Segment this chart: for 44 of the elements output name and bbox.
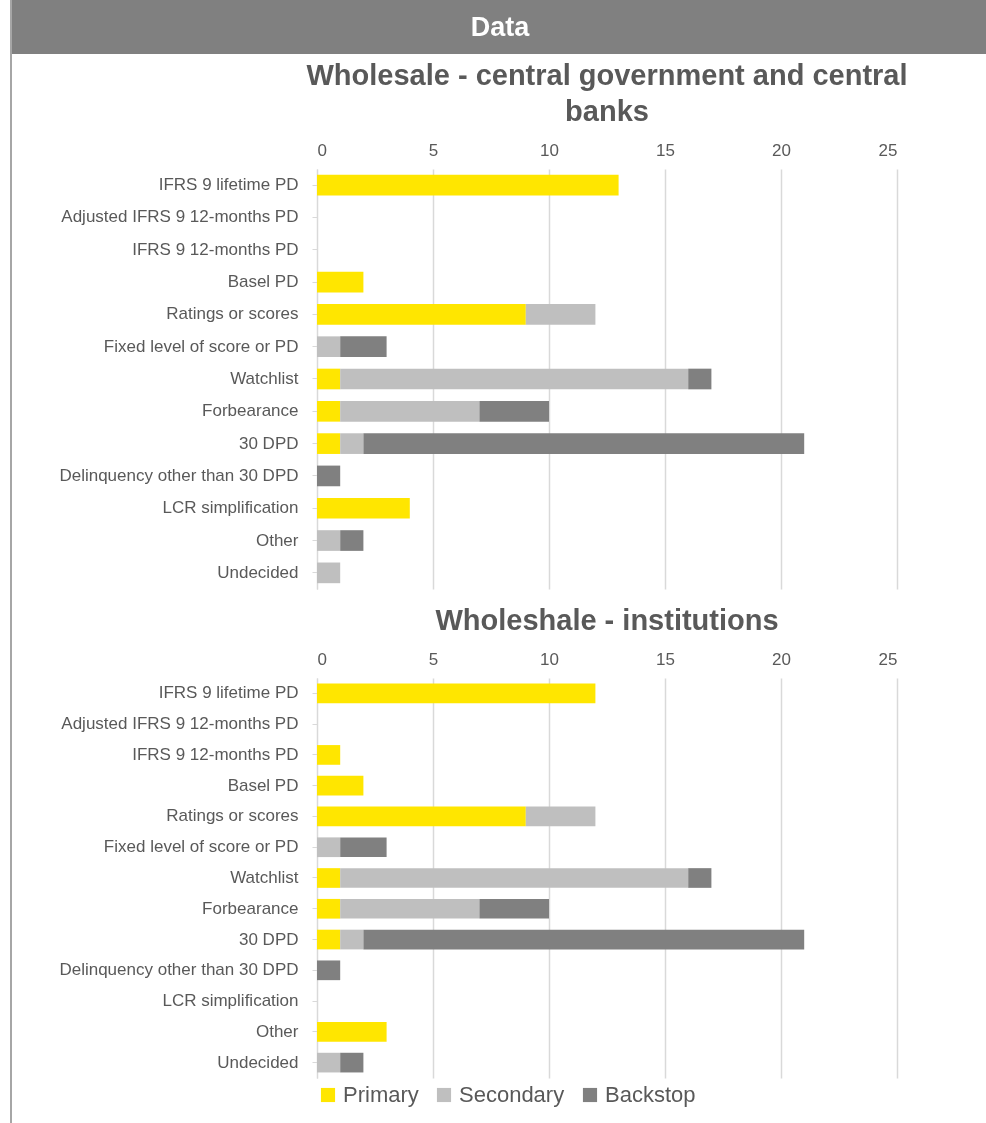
x-tick-label: 15	[656, 140, 675, 160]
legend-label: Secondary	[459, 1082, 565, 1107]
y-tick-label: Fixed level of score or PD	[103, 336, 299, 356]
x-tick-label: 5	[428, 649, 439, 669]
x-tick-label: 0	[317, 649, 327, 669]
x-tick-label: 20	[772, 649, 791, 669]
y-tick-label: Other	[255, 530, 299, 550]
y-tick-label: Basel PD	[227, 775, 299, 795]
chart-title: Wholesale - central government and central banks	[306, 59, 908, 127]
x-tick-label: 10	[540, 140, 559, 160]
y-tick-label: Other	[255, 1021, 299, 1041]
chart-title: Wholeshale - institutions	[435, 604, 779, 636]
text: Data	[12, 0, 986, 54]
legend-label: Primary	[343, 1082, 419, 1107]
y-tick-label: Forbearance	[202, 401, 299, 421]
y-tick-label: IFRS 9 lifetime PD	[158, 683, 299, 703]
y-tick-label: IFRS 9 lifetime PD	[158, 175, 299, 195]
y-tick-label: Undecided	[217, 1052, 299, 1072]
y-tick-label: Basel PD	[227, 272, 299, 292]
y-tick-label: Fixed level of score or PD	[103, 837, 299, 857]
y-tick-label: LCR simplification	[162, 991, 299, 1011]
x-tick-label: 15	[656, 649, 675, 669]
legend-label: Backstop	[605, 1082, 696, 1107]
y-tick-label: 30 DPD	[238, 433, 299, 453]
x-tick-label: 20	[772, 140, 791, 160]
y-tick-label: Adjusted IFRS 9 12-months PD	[61, 714, 299, 734]
y-tick-label: Delinquency other than 30 DPD	[59, 465, 299, 485]
y-tick-label: Ratings or scores	[166, 304, 299, 324]
x-tick-label: 0	[317, 140, 327, 160]
y-tick-label: Forbearance	[202, 898, 299, 918]
y-tick-label: Watchlist	[230, 868, 299, 887]
y-tick-label: Delinquency other than 30 DPD	[59, 960, 299, 980]
y-tick-label: 30 DPD	[238, 929, 299, 949]
y-tick-label: Adjusted IFRS 9 12-months PD	[61, 207, 299, 227]
y-tick-label: LCR simplification	[162, 498, 299, 518]
x-tick-label: 5	[428, 140, 439, 160]
y-tick-label: IFRS 9 12-months PD	[132, 239, 299, 259]
x-tick-label: 10	[540, 649, 559, 669]
y-tick-label: Undecided	[217, 562, 299, 582]
x-tick-label: 25	[878, 649, 898, 669]
y-tick-label: IFRS 9 12-months PD	[132, 744, 299, 764]
y-tick-label: Watchlist	[230, 369, 299, 388]
y-tick-label: Ratings or scores	[166, 806, 299, 826]
x-tick-label: 25	[878, 140, 898, 160]
